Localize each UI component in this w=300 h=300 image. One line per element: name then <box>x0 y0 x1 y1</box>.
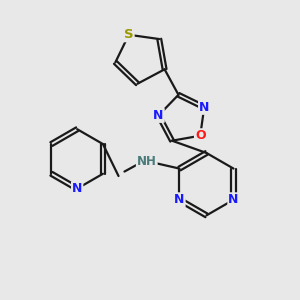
Text: NH: NH <box>137 154 157 168</box>
Text: S: S <box>124 28 134 41</box>
Text: N: N <box>153 109 164 122</box>
Text: N: N <box>228 193 239 206</box>
Text: N: N <box>72 182 83 195</box>
Text: N: N <box>199 101 209 114</box>
Text: O: O <box>195 129 206 142</box>
Text: N: N <box>174 193 184 206</box>
